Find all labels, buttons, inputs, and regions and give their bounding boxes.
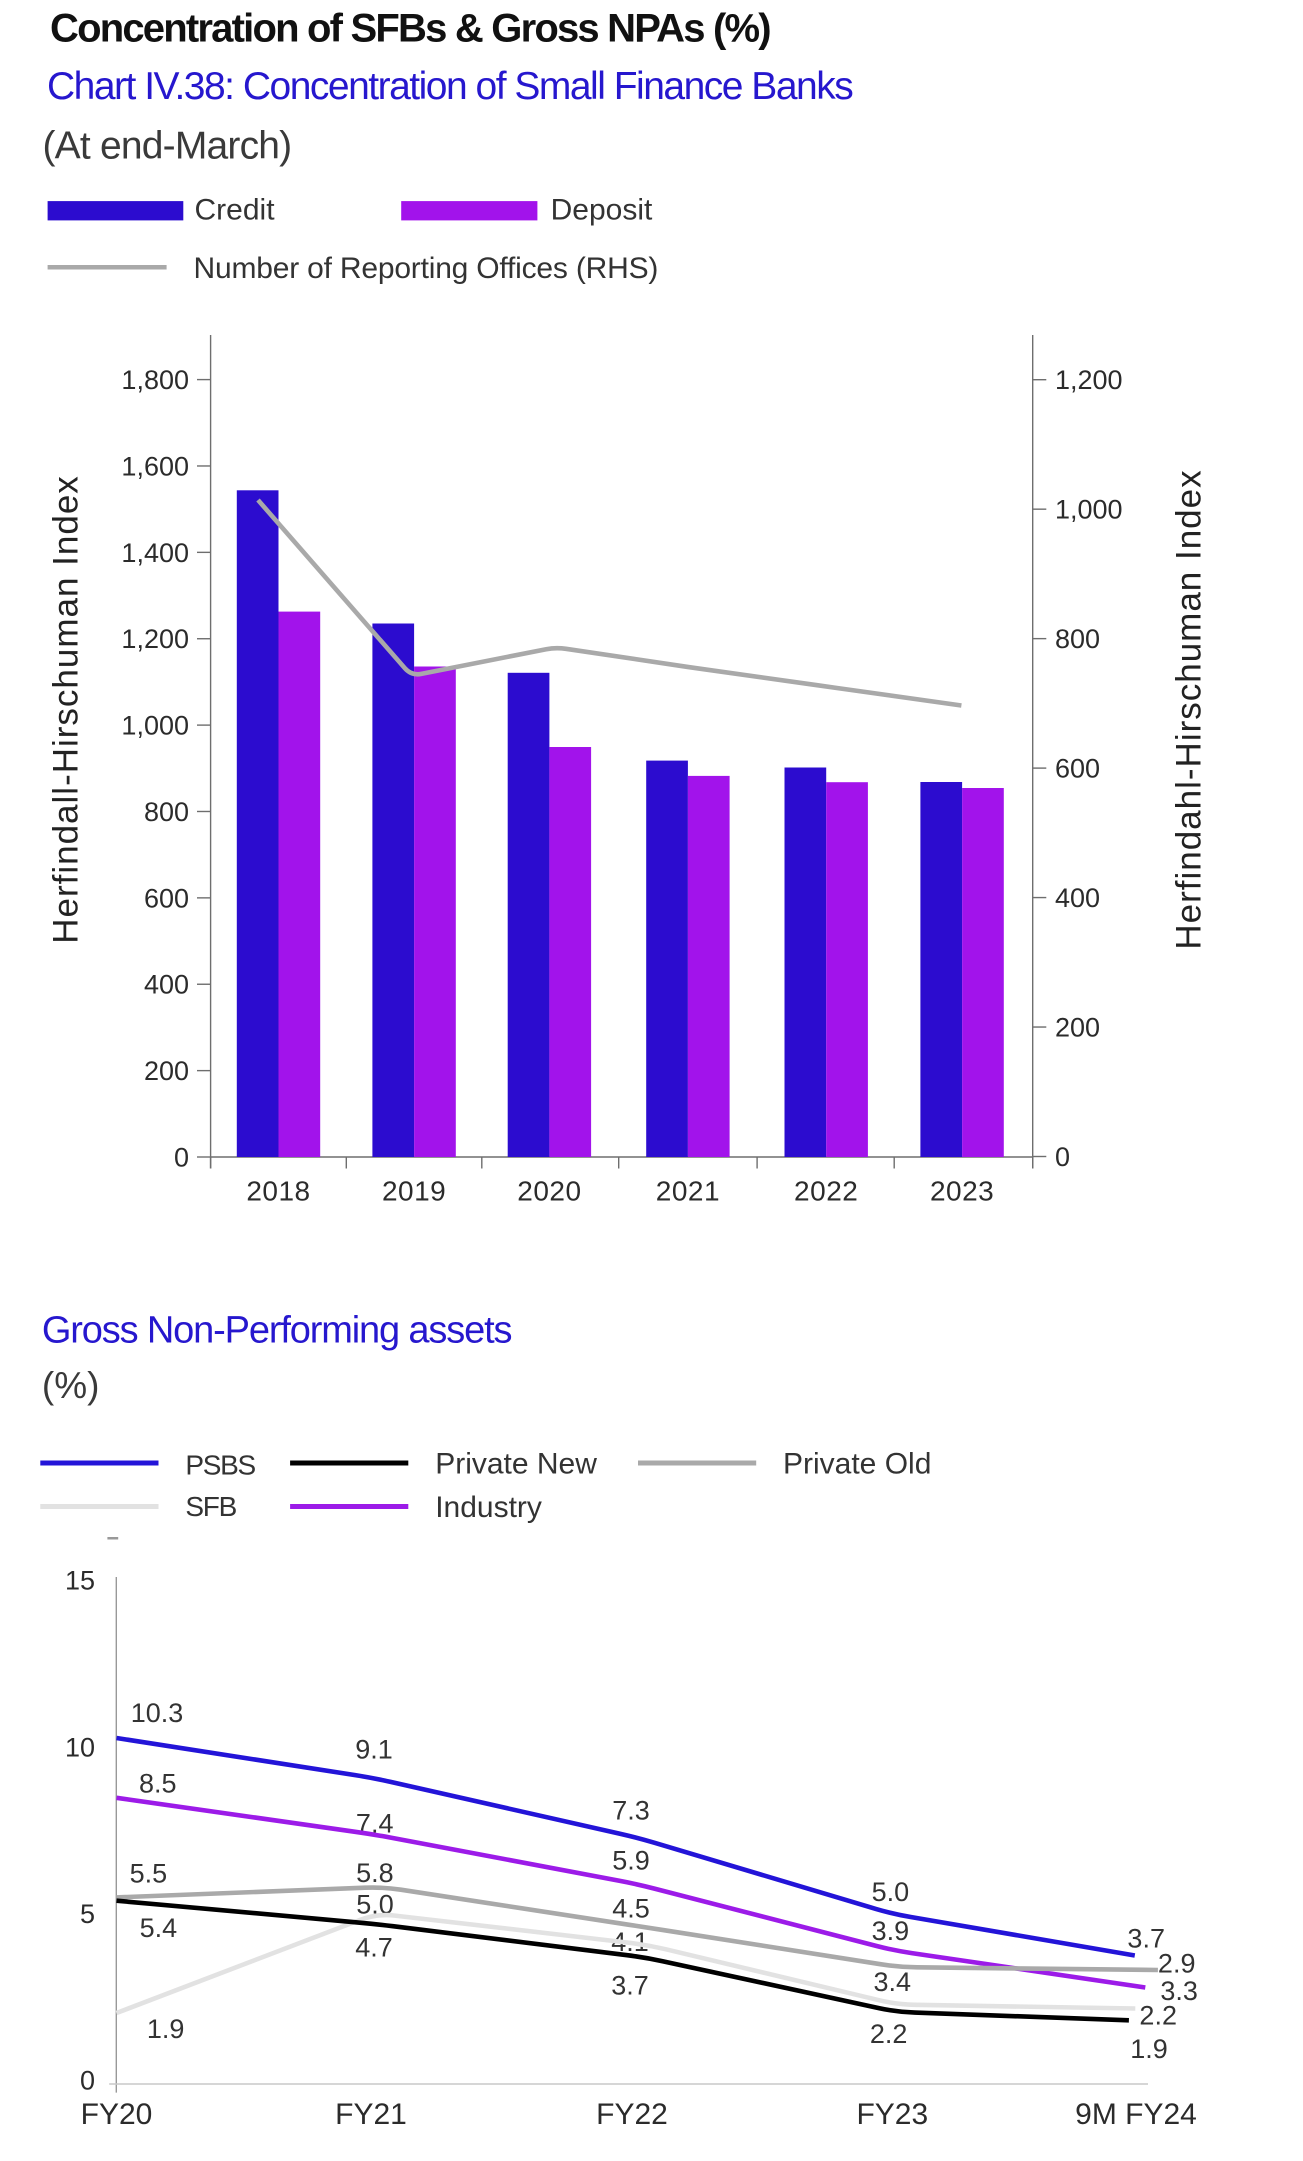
svg-text:Private Old: Private Old xyxy=(783,1448,931,1481)
svg-text:2018: 2018 xyxy=(246,1176,310,1207)
svg-text:3.3: 3.3 xyxy=(1160,1976,1198,2006)
svg-text:3.7: 3.7 xyxy=(1127,1923,1165,1953)
svg-text:9.1: 9.1 xyxy=(355,1735,393,1765)
svg-text:1,600: 1,600 xyxy=(121,451,189,481)
svg-text:Credit: Credit xyxy=(195,194,276,227)
svg-text:5: 5 xyxy=(80,1899,95,1929)
svg-text:Chart IV.38: Concentration of: Chart IV.38: Concentration of Small Fina… xyxy=(47,65,853,108)
svg-text:2.2: 2.2 xyxy=(870,2019,908,2049)
svg-text:1.9: 1.9 xyxy=(1130,2034,1168,2064)
svg-text:Gross Non-Performing assets: Gross Non-Performing assets xyxy=(42,1310,512,1352)
svg-text:1.9: 1.9 xyxy=(147,2014,185,2044)
svg-text:FY23: FY23 xyxy=(856,2098,928,2131)
svg-text:(%): (%) xyxy=(42,1365,100,1406)
svg-text:Deposit: Deposit xyxy=(551,194,653,227)
svg-text:Concentration of SFBs & Gross: Concentration of SFBs & Gross NPAs (%) xyxy=(50,7,770,51)
svg-text:0: 0 xyxy=(80,2066,95,2096)
svg-text:2.2: 2.2 xyxy=(1139,2000,1177,2030)
svg-text:2020: 2020 xyxy=(517,1176,581,1207)
svg-text:3.4: 3.4 xyxy=(874,1967,912,1997)
svg-text:800: 800 xyxy=(144,797,189,827)
svg-text:Number of Reporting Offices (R: Number of Reporting Offices (RHS) xyxy=(194,252,659,285)
svg-text:10.3: 10.3 xyxy=(131,1698,184,1728)
svg-text:SFB: SFB xyxy=(185,1491,236,1522)
svg-text:FY21: FY21 xyxy=(335,2098,407,2131)
svg-text:2022: 2022 xyxy=(794,1176,858,1207)
svg-text:15: 15 xyxy=(65,1566,95,1596)
svg-text:Private New: Private New xyxy=(435,1448,597,1481)
svg-text:200: 200 xyxy=(1055,1013,1100,1043)
svg-text:FY22: FY22 xyxy=(596,2098,668,2131)
svg-text:5.8: 5.8 xyxy=(356,1858,394,1888)
svg-text:2023: 2023 xyxy=(930,1176,994,1207)
svg-text:600: 600 xyxy=(144,883,189,913)
svg-text:800: 800 xyxy=(1055,624,1100,654)
svg-text:Industry: Industry xyxy=(435,1491,542,1524)
svg-text:1,000: 1,000 xyxy=(121,711,189,741)
svg-text:1,200: 1,200 xyxy=(121,624,189,654)
svg-text:8.5: 8.5 xyxy=(139,1769,177,1799)
svg-text:PSBS: PSBS xyxy=(185,1450,255,1481)
svg-text:5.5: 5.5 xyxy=(130,1859,168,1889)
svg-text:10: 10 xyxy=(65,1732,95,1762)
svg-text:5.0: 5.0 xyxy=(872,1877,910,1907)
svg-text:2019: 2019 xyxy=(382,1176,446,1207)
svg-text:400: 400 xyxy=(1055,883,1100,913)
svg-text:5.4: 5.4 xyxy=(140,1913,178,1943)
svg-text:600: 600 xyxy=(1055,754,1100,784)
svg-text:0: 0 xyxy=(174,1143,189,1173)
svg-text:2021: 2021 xyxy=(656,1176,720,1207)
svg-text:2.9: 2.9 xyxy=(1158,1948,1196,1978)
svg-text:7.3: 7.3 xyxy=(612,1796,650,1826)
svg-text:1,000: 1,000 xyxy=(1055,495,1123,525)
svg-text:400: 400 xyxy=(144,970,189,1000)
svg-text:3.9: 3.9 xyxy=(872,1916,910,1946)
svg-text:Herfindall-Hirschuman Index: Herfindall-Hirschuman Index xyxy=(47,475,86,944)
svg-text:1,200: 1,200 xyxy=(1055,365,1123,395)
svg-text:1,800: 1,800 xyxy=(121,365,189,395)
svg-text:Herfindahl-Hirschuman Index: Herfindahl-Hirschuman Index xyxy=(1170,469,1209,949)
svg-text:0: 0 xyxy=(1055,1142,1070,1172)
svg-text:5.9: 5.9 xyxy=(612,1846,650,1876)
svg-text:200: 200 xyxy=(144,1056,189,1086)
svg-text:FY20: FY20 xyxy=(81,2098,153,2131)
svg-text:4.7: 4.7 xyxy=(355,1933,393,1963)
svg-text:4.5: 4.5 xyxy=(612,1894,650,1924)
svg-text:1,400: 1,400 xyxy=(121,538,189,568)
svg-text:9M FY24: 9M FY24 xyxy=(1075,2098,1197,2131)
svg-text:(At end-March): (At end-March) xyxy=(43,124,292,167)
svg-text:3.7: 3.7 xyxy=(611,1971,649,2001)
